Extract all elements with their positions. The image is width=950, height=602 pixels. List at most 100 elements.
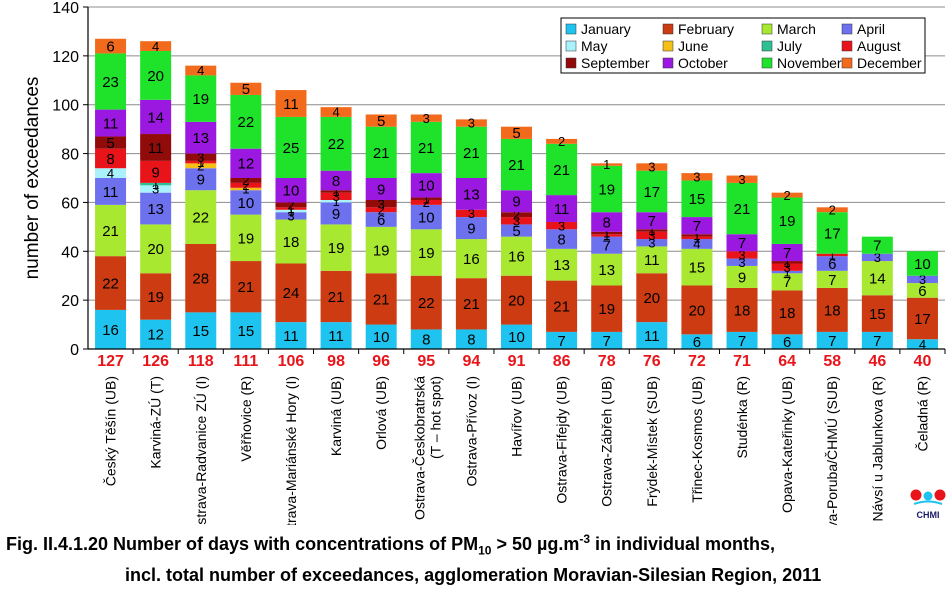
x-tick-label: Ostrava-Radvanice ZÚ (I) — [193, 376, 209, 525]
segment-value-label: 1 — [784, 265, 791, 280]
bar-segment — [816, 256, 848, 271]
segment-value-label: 3 — [738, 255, 745, 270]
segment-value-label: 18 — [779, 305, 796, 322]
bar-segment — [681, 239, 713, 249]
bar-segment — [591, 165, 623, 213]
segment-value-label: 25 — [283, 140, 300, 157]
bar-segment — [546, 280, 578, 332]
bar-segment — [365, 114, 397, 127]
total-label: 58 — [823, 353, 841, 370]
segment-value-label: 16 — [508, 249, 525, 266]
segment-value-label: 19 — [779, 213, 796, 230]
x-tick-label-group: Ostrava-Fifejdy (UB) — [554, 376, 570, 504]
bar-segment — [681, 180, 713, 218]
bar-segment — [365, 178, 397, 200]
x-tick-label: Karviná-ZÚ (T) — [148, 376, 164, 469]
bar-segment — [681, 234, 713, 237]
y-tick-label: 120 — [52, 49, 79, 66]
bar-segment — [230, 214, 262, 262]
bar-segment — [816, 331, 848, 349]
x-tick-label: Ostrava-Českobratrská — [411, 376, 427, 520]
segment-value-label: 21 — [463, 296, 480, 313]
segment-value-label: 21 — [373, 291, 390, 308]
x-tick-label: Opava-Kateřinky (UB) — [779, 376, 795, 513]
segment-value-label: 3 — [738, 248, 745, 263]
segment-value-label: 8 — [603, 214, 611, 231]
segment-value-label: 20 — [689, 302, 706, 319]
bar-segment — [140, 50, 172, 100]
segment-value-label: 8 — [332, 173, 340, 190]
bar-segment — [230, 148, 262, 178]
segment-value-label: 11 — [644, 252, 660, 269]
segment-value-label: 1 — [332, 184, 339, 199]
segment-value-label: 1 — [332, 194, 339, 209]
bar-segment — [906, 339, 938, 349]
bar-segment — [771, 334, 803, 349]
segment-value-label: 11 — [103, 115, 119, 132]
segment-value-label: 3 — [468, 206, 475, 221]
segment-value-label: 21 — [463, 145, 480, 162]
x-tick-label-group: Karviná-ZÚ (T) — [148, 376, 164, 469]
bar-segment — [275, 207, 307, 210]
bar-segment — [501, 275, 532, 325]
total-label: 91 — [508, 353, 526, 370]
bar-segment — [455, 209, 487, 218]
x-tick-label-group: Opava-Kateřinky (UB) — [779, 376, 795, 513]
bar-segment — [906, 251, 938, 276]
segment-value-label: 22 — [418, 295, 435, 312]
bar-segment — [861, 261, 893, 296]
x-tick-label: Návsí u Jablunkova (R) — [869, 376, 885, 522]
bar-segment — [140, 185, 172, 193]
bar-segment — [726, 265, 758, 288]
segment-value-label: 3 — [287, 209, 294, 224]
x-tick-label: Studénka (R) — [734, 376, 750, 458]
y-tick-label: 40 — [61, 244, 79, 261]
segment-value-label: 11 — [283, 96, 299, 113]
total-label: 118 — [188, 353, 214, 370]
bar-segment — [591, 253, 623, 286]
segment-value-label: 1 — [648, 223, 655, 238]
segment-value-label: 9 — [197, 172, 205, 189]
bar-segment — [546, 331, 578, 349]
bar-segment — [455, 278, 487, 330]
bar-segment — [816, 270, 848, 288]
bar-segment — [726, 287, 758, 332]
x-tick-label: Frýdek-Místek (SUB) — [644, 376, 660, 507]
bar-segment — [320, 270, 352, 323]
segment-value-label: 1 — [287, 201, 294, 216]
segment-value-label: 19 — [598, 301, 615, 318]
segment-value-label: 3 — [784, 260, 791, 275]
segment-value-label: 10 — [283, 183, 300, 200]
bar-segment — [636, 246, 668, 274]
segment-value-label: 20 — [508, 293, 525, 310]
bar-segment — [681, 334, 713, 349]
segment-value-label: 7 — [873, 238, 881, 255]
bar-segment — [636, 273, 668, 323]
segment-value-label: 4 — [919, 337, 926, 352]
x-tick-label-group: Frýdek-Místek (SUB) — [644, 376, 660, 507]
segment-value-label: 13 — [192, 130, 209, 147]
bar-segment — [320, 170, 352, 191]
bar-segment — [636, 239, 668, 247]
segment-value-label: 5 — [512, 223, 520, 240]
bar-segment — [861, 236, 893, 254]
bar-segment — [320, 202, 352, 225]
x-tick-label-group: Orlová (UB) — [373, 376, 389, 450]
bar-segment — [591, 231, 623, 235]
bar-segment — [681, 248, 713, 286]
segment-value-label: 22 — [238, 114, 255, 131]
bar-segment — [771, 270, 803, 274]
segment-value-label: 9 — [512, 194, 520, 211]
segment-value-label: 3 — [738, 172, 745, 187]
segment-value-label: 21 — [238, 279, 255, 296]
bar-segment — [501, 126, 532, 139]
segment-value-label: 1 — [784, 255, 791, 270]
bar-segment — [410, 204, 442, 230]
segment-value-label: 10 — [418, 209, 435, 226]
bar-segment — [591, 234, 623, 237]
bar-segment — [140, 41, 172, 51]
bar-segment — [230, 261, 262, 313]
bar-segment — [140, 182, 172, 186]
segment-value-label: 1 — [603, 228, 610, 243]
bar-segment — [771, 273, 803, 291]
